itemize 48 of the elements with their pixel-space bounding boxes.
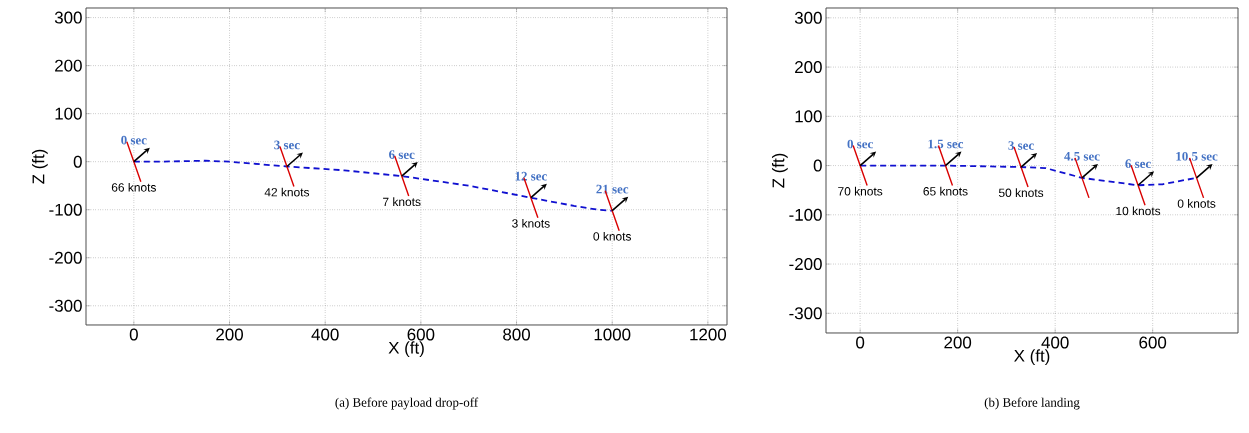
annotation: 3 sec (1008, 141, 1034, 150)
annotation: 12 sec (515, 171, 547, 181)
y-tick-label: 300 (794, 11, 822, 24)
y-tick-label: -200 (49, 251, 82, 264)
y-tick-label: 0 (73, 155, 82, 168)
text: (a) Before payload drop-off (335, 397, 479, 410)
annotation: 50 knots (998, 188, 1044, 198)
x-tick-label: 600 (407, 328, 435, 341)
y-tick-label: -100 (789, 208, 822, 221)
annotation: 70 knots (838, 186, 883, 196)
annotation: 0 knots (593, 231, 632, 241)
annotation: 21 sec (596, 184, 629, 194)
x-tick-label: 600 (1139, 336, 1167, 349)
y-tick-label: 200 (55, 59, 82, 72)
y-tick-label: 100 (55, 107, 82, 120)
y-tick-label: -300 (789, 307, 822, 320)
y-tick-label: 300 (54, 11, 82, 24)
x-tick-label: 200 (944, 336, 972, 349)
annotation: 0 knots (1177, 199, 1216, 208)
y-tick-label: -200 (789, 258, 822, 271)
x-tick-label: 0 (129, 328, 138, 341)
annotation: 3 knots (512, 218, 550, 228)
annotation: 7 knots (383, 197, 421, 207)
x-tick-label: 1200 (690, 328, 727, 341)
x-tick-label: 200 (216, 328, 243, 341)
annotation: 66 knots (111, 182, 156, 192)
annotation: 10 knots (1116, 206, 1161, 216)
y-axis-title: Z (ft) (31, 149, 48, 184)
x-tick-label: 800 (503, 328, 530, 341)
annotation: 6 sec (389, 150, 415, 159)
x-axis-title: X (ft) (388, 341, 424, 358)
x-tick-label: 400 (1041, 336, 1069, 349)
x-axis-title: X (ft) (1014, 349, 1050, 366)
y-axis-title: Z (ft) (771, 153, 788, 188)
y-tick-label: -100 (49, 203, 82, 216)
text: (b) Before landing (984, 397, 1080, 410)
x-tick-label: 1000 (594, 328, 631, 341)
y-tick-label: 200 (795, 61, 822, 74)
x-tick-label: 0 (856, 336, 865, 349)
y-tick-label: 100 (795, 110, 822, 123)
annotation: 10.5 sec (1176, 151, 1218, 161)
annotation: 65 knots (923, 186, 968, 196)
y-tick-label: 0 (813, 159, 822, 172)
annotation: 4.5 sec (1064, 151, 1100, 161)
annotation: 1.5 sec (928, 139, 964, 149)
y-tick-label: -300 (49, 299, 82, 312)
x-tick-label: 400 (311, 328, 339, 341)
annotation: 42 knots (264, 187, 310, 197)
